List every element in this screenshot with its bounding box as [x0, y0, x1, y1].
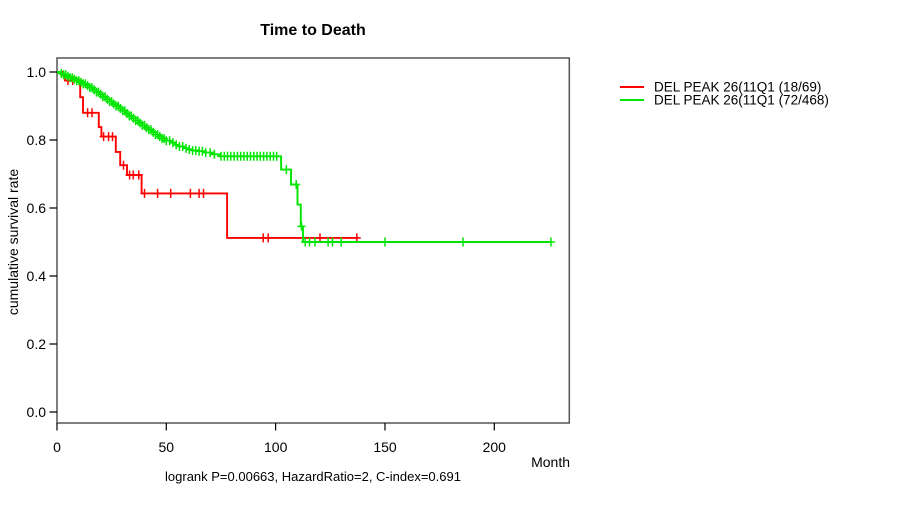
x-tick-label-150: 150: [373, 439, 397, 455]
x-tick-label-100: 100: [264, 439, 288, 455]
x-tick-label-0: 0: [53, 439, 61, 455]
survival-curves: [57, 68, 555, 247]
y-tick-label-0.8: 0.8: [27, 132, 47, 148]
y-axis-title: cumulative survival rate: [5, 169, 21, 315]
x-tick-label-200: 200: [483, 439, 507, 455]
green-group-censor-marks: [57, 68, 555, 247]
red-group-curve: [57, 71, 359, 239]
legend: DEL PEAK 26(11Q1 (18/69) DEL PEAK 26(11Q…: [620, 80, 829, 108]
axis-ticks: [49, 71, 495, 431]
tick-marks: [49, 71, 495, 431]
green-group-curve: [57, 71, 551, 243]
x-tick-label-50: 50: [159, 439, 175, 455]
y-tick-label-0.0: 0.0: [27, 404, 47, 420]
logrank-stats-text: logrank P=0.00663, HazardRatio=2, C-inde…: [165, 469, 461, 484]
legend-label-red: DEL PEAK 26(11Q1 (18/69): [654, 80, 821, 95]
chart-title: Time to Death: [260, 22, 366, 39]
y-tick-label-0.6: 0.6: [27, 200, 47, 216]
y-tick-label-0.2: 0.2: [27, 336, 47, 352]
y-tick-label-1.0: 1.0: [27, 64, 47, 80]
y-tick-label-0.4: 0.4: [27, 268, 47, 284]
plot-box: [56, 57, 571, 424]
x-axis-title: Month: [531, 454, 570, 470]
legend-label-green: DEL PEAK 26(11Q1 (72/468): [654, 93, 829, 108]
